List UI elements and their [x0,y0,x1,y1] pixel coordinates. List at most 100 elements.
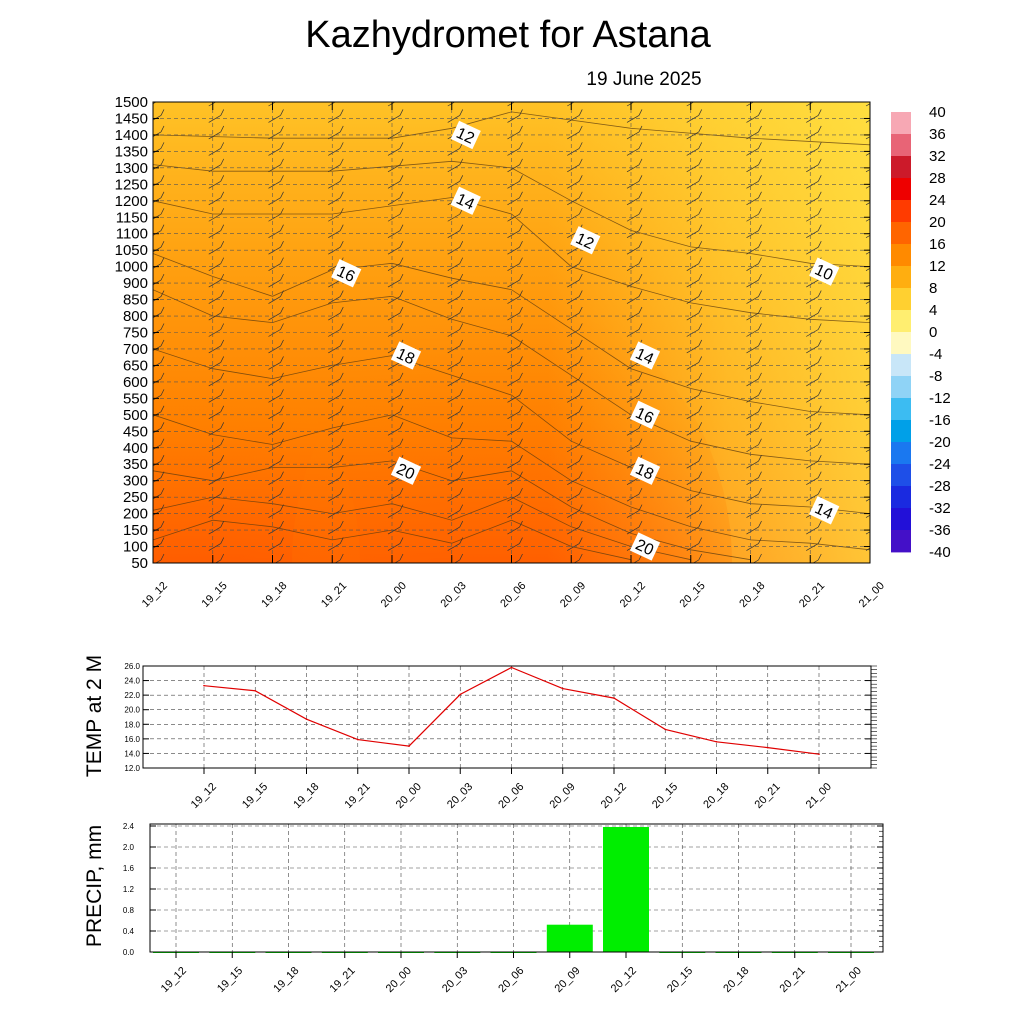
wind-barb-shaft [812,559,819,563]
wind-barb-flag [160,191,165,198]
colorbar-segment [891,222,911,234]
wind-barb-flag [399,224,404,231]
wind-barb-shaft [686,460,699,469]
colorbar-label: 12 [929,258,946,275]
wind-barb-flag [758,389,762,396]
wind-barb-flag [339,520,344,528]
wind-barb-shaft [567,329,580,337]
heatmap-x-tick-label: 20_00 [379,580,409,610]
wind-barb-flag [221,93,224,99]
heatmap-y-tick-label: 1350 [115,143,148,160]
heatmap-y-tick-label: 1250 [115,176,148,193]
wind-barb-shaft [507,181,520,189]
wind-barb-flag [519,290,523,297]
wind-barb-shaft [328,444,341,453]
wind-barb-shaft [447,427,460,436]
wind-barb-shaft [328,148,341,156]
wind-barb-shaft [208,362,221,370]
wind-barb-shaft [865,169,870,173]
wind-barb-flag [878,538,881,544]
wind-barb-flag [220,142,225,149]
wind-barb-flag [160,537,165,544]
colorbar-segment [891,475,911,487]
wind-barb-flag [160,356,165,363]
wind-barb-flag [817,455,822,462]
wind-barb-flag [817,422,822,429]
wind-barb-flag [160,553,165,561]
wind-barb-flag [280,537,284,544]
wind-barb-shaft [507,444,520,453]
wind-barb-shaft [268,526,281,535]
wind-barb-flag [698,306,703,314]
wind-barb-flag [878,373,881,379]
wind-barb-shaft [746,230,759,239]
wind-barb-flag [339,356,344,363]
wind-barb-shaft [626,444,640,453]
wind-barb-flag [280,191,284,198]
wind-barb-flag [519,455,523,462]
temperature-x-tick-label: 20_09 [548,781,578,811]
colorbar-segment [891,145,911,157]
wind-barb-flag [160,520,165,528]
wind-barb-flag [519,306,523,314]
wind-barb-shaft [746,510,759,518]
wind-barb-flag [758,438,762,445]
wind-barb-shaft [806,329,819,337]
heatmap-y-tick-label: 800 [123,308,148,325]
colorbar-segment [891,134,911,146]
colorbar-label: -36 [929,522,951,539]
wind-barb-flag [280,125,284,133]
wind-barb-flag [399,191,404,198]
wind-barb-flag [519,273,523,281]
wind-barb-shaft [865,432,870,436]
wind-barb-shaft [567,345,580,354]
wind-barb-flag [160,339,165,347]
wind-barb-shaft [208,181,221,189]
heatmap-x-tick-label: 20_03 [439,580,469,610]
wind-barb-flag [280,438,284,445]
heatmap-y-tick-label: 1500 [115,94,148,111]
wind-barb-shaft [746,181,759,189]
wind-barb-shaft [507,279,520,288]
wind-barb-flag [220,175,225,182]
wind-barb-flag [878,422,881,428]
wind-barb-flag [817,537,822,544]
temperature-ylabel: TEMP at 2 M [83,655,106,777]
temperature-grid [143,666,871,768]
wind-barb-shaft [746,296,759,304]
wind-barb-shaft [507,543,520,551]
wind-barb-shaft [806,460,819,469]
temperature-x-tick-label: 19_18 [291,781,321,811]
wind-barb-shaft [567,279,580,288]
wind-barb-flag [160,257,165,264]
wind-barb-flag [460,93,463,99]
contour-label: 12 [453,125,476,148]
wind-barb-shaft [865,300,870,304]
temperature-x-tick-label: 20_00 [394,781,424,811]
wind-barb-shaft [686,148,699,156]
colorbar-label: -24 [929,456,951,473]
colorbar-segment [891,112,911,124]
wind-barb-shaft [387,148,401,156]
wind-barb-flag [281,93,284,99]
wind-barb-shaft [567,115,580,123]
wind-barb-shaft [507,148,520,156]
wind-barb-flag [339,109,344,116]
wind-barb-shaft [626,230,640,239]
wind-barb-flag [459,520,464,528]
wind-barb-shaft [268,279,281,288]
wind-barb-flag [638,158,643,166]
wind-barb-shaft [387,543,401,551]
wind-barb-shaft [567,131,580,140]
wind-barb-flag [160,438,165,445]
wind-barb-flag [519,208,523,215]
temperature-ticks: 26.0 24.0 22.0 20.0 18.0 16.0 14.0 12.0 19_12 19_… [124,662,877,811]
wind-barb-shaft [268,246,281,255]
wind-barb-shaft [626,395,640,403]
wind-barb-flag [638,306,643,314]
contour-label-box [390,456,422,485]
wind-barb-flag [817,208,822,215]
wind-barb-shaft [507,411,520,420]
colorbar-segment [891,464,911,476]
wind-barb-shaft [268,115,281,123]
